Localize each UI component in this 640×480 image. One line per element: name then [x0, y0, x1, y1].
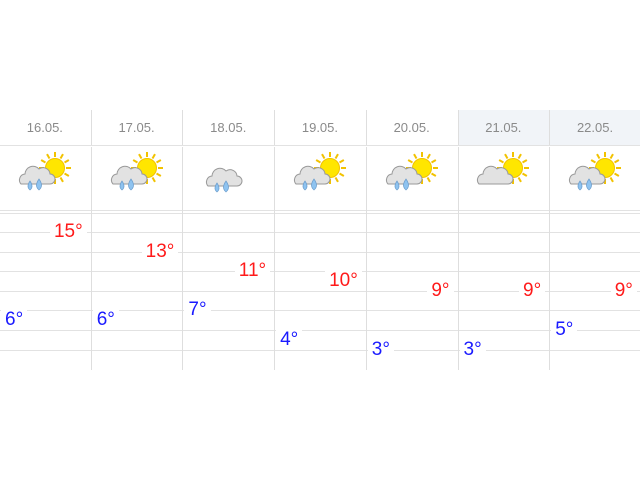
low-temperature: 4° [276, 329, 303, 350]
column-divider [90, 147, 92, 370]
grid-line [0, 290, 640, 292]
rain-drops-icon [214, 180, 230, 193]
cloud-sun-icon [473, 150, 533, 200]
cloud-icon [293, 165, 331, 185]
column-divider [457, 110, 459, 145]
column-divider [182, 147, 184, 370]
column-divider [182, 110, 184, 145]
column-divider [549, 110, 551, 145]
grid-line [0, 213, 640, 214]
high-temperature: 15° [49, 222, 87, 242]
rain-drops-icon [119, 178, 134, 191]
cloud-icon [477, 165, 514, 185]
low-temperature: 3° [459, 339, 486, 360]
day-header[interactable]: 17.05. [118, 120, 155, 135]
cloud-rain-sun-icon [382, 150, 442, 200]
high-temperature: 10° [325, 271, 362, 291]
grid-line [0, 310, 640, 312]
day-header[interactable]: 16.05. [26, 120, 63, 135]
cloud-rain-sun-icon [107, 150, 167, 200]
column-divider [457, 147, 459, 370]
rain-drops-icon [394, 178, 409, 191]
low-temperature: 7° [184, 300, 211, 321]
column-divider [549, 147, 551, 370]
low-temperature: 6° [92, 310, 119, 331]
high-temperature: 13° [141, 241, 179, 262]
grid-line [0, 232, 640, 233]
low-temperature: 6° [1, 310, 28, 331]
day-header[interactable]: 21.05. [457, 110, 550, 145]
high-temperature: 9° [427, 280, 454, 301]
column-divider [274, 147, 276, 370]
grid-line [0, 145, 640, 146]
day-header[interactable]: 19.05. [301, 120, 339, 135]
weather-forecast-table: 16.05. 15° 6° 17.05. 13° 6° 18.05. 11° 7° 19.05. 1… [0, 110, 640, 370]
grid-line [0, 271, 640, 273]
day-header[interactable]: 18.05. [210, 120, 247, 135]
rain-drops-icon [27, 178, 42, 191]
column-divider [365, 147, 367, 370]
cloud-icon [206, 167, 243, 187]
rain-drops-icon [577, 178, 592, 191]
column-divider [274, 110, 276, 145]
rain-drops-icon [302, 178, 317, 191]
low-temperature: 5° [551, 320, 578, 340]
grid-line [0, 251, 640, 253]
cloud-icon [569, 165, 606, 185]
grid-line [0, 210, 640, 211]
cloud-rain-sun-icon [565, 150, 625, 200]
day-header[interactable]: 20.05. [393, 120, 430, 135]
high-temperature: 9° [610, 280, 637, 301]
cloud-rain-sun-icon [15, 150, 75, 200]
grid-line [0, 349, 640, 351]
cloud-icon [18, 165, 56, 185]
low-temperature: 3° [367, 339, 394, 360]
cloud-rain-icon [198, 150, 258, 200]
grid-line [0, 330, 640, 331]
high-temperature: 11° [234, 261, 271, 282]
column-divider [90, 110, 92, 145]
day-header[interactable]: 22.05. [549, 110, 640, 145]
column-divider [365, 110, 367, 145]
high-temperature: 9° [519, 280, 546, 301]
cloud-icon [385, 165, 423, 185]
cloud-rain-sun-icon [290, 150, 350, 200]
cloud-icon [110, 165, 147, 185]
